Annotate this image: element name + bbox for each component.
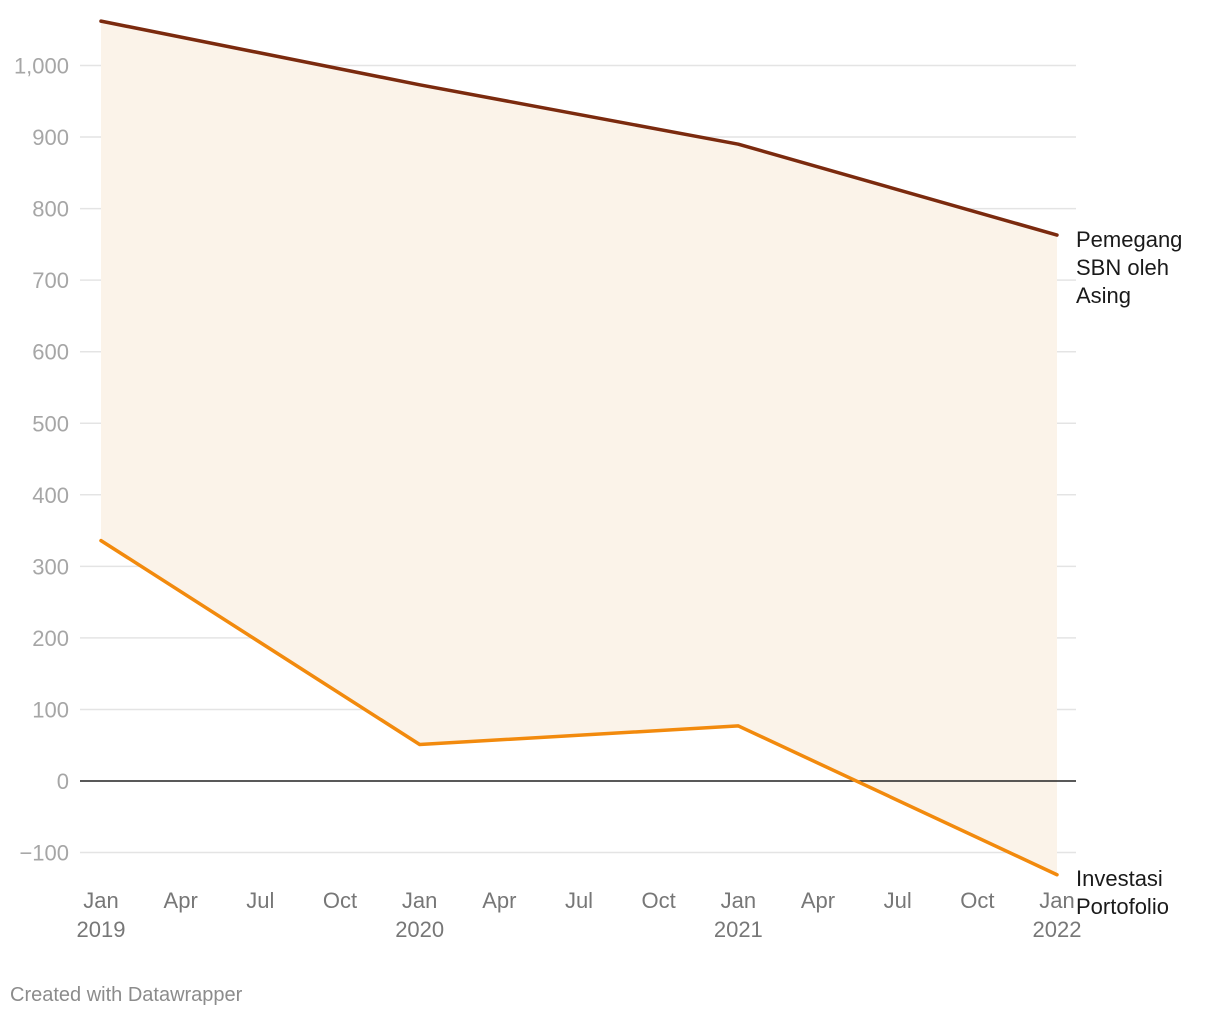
series-label-line: Pemegang: [1076, 227, 1182, 252]
x-tick-year: 2022: [1033, 917, 1082, 942]
y-tick-label: 600: [32, 340, 69, 365]
y-tick-label: 900: [32, 125, 69, 150]
x-tick-month: Jul: [565, 888, 593, 913]
x-tick-month: Jul: [246, 888, 274, 913]
y-tick-label: 800: [32, 197, 69, 222]
series-line-1: [99, 538, 1059, 877]
series-label-1: Investasi Portofolio: [1076, 866, 1169, 919]
y-tick-label: 300: [32, 554, 69, 579]
y-tick-label: 700: [32, 268, 69, 293]
x-tick-year: 2019: [77, 917, 126, 942]
series-line-0: [99, 19, 1059, 237]
x-tick-month: Apr: [482, 888, 516, 913]
x-tick-month: Oct: [323, 888, 357, 913]
x-tick-month: Jan: [402, 888, 437, 913]
x-axis-ticks: Jan 2019 Apr Jul Oct Jan 2020 Apr Jul Oct Jan 2021 A…: [77, 888, 1082, 942]
y-tick-label: 1,000: [14, 54, 69, 79]
y-tick-label: 400: [32, 483, 69, 508]
x-tick-month: Oct: [642, 888, 676, 913]
series-label-line: Asing: [1076, 283, 1131, 308]
x-tick-month: Oct: [960, 888, 994, 913]
series-labels: Pemegang SBN oleh Asing Investasi Portofolio: [1076, 227, 1182, 919]
x-tick-month: Jan: [721, 888, 756, 913]
series-label-0: Pemegang SBN oleh Asing: [1076, 227, 1182, 308]
x-tick-year: 2021: [714, 917, 763, 942]
y-tick-label: 500: [32, 411, 69, 436]
series-label-line: Investasi: [1076, 866, 1163, 891]
area-layer: [101, 21, 1057, 875]
x-tick-month: Jan: [1039, 888, 1074, 913]
y-tick-label: 200: [32, 626, 69, 651]
x-tick-month: Apr: [801, 888, 835, 913]
range-area: [101, 21, 1057, 875]
x-tick-month: Jan: [83, 888, 118, 913]
y-tick-label: 0: [57, 769, 69, 794]
footer-credit: Created with Datawrapper: [10, 984, 243, 1006]
series-label-line: SBN oleh: [1076, 255, 1169, 280]
x-tick-month: Jul: [884, 888, 912, 913]
x-tick-month: Apr: [164, 888, 198, 913]
y-axis-ticks: 1,000 900 800 700 600 500 400 300 200 100 0 −100: [14, 54, 69, 866]
series-label-line: Portofolio: [1076, 894, 1169, 919]
y-tick-label: 100: [32, 697, 69, 722]
x-tick-year: 2020: [395, 917, 444, 942]
y-tick-label: −100: [19, 841, 69, 866]
line-layer: [99, 19, 1059, 877]
